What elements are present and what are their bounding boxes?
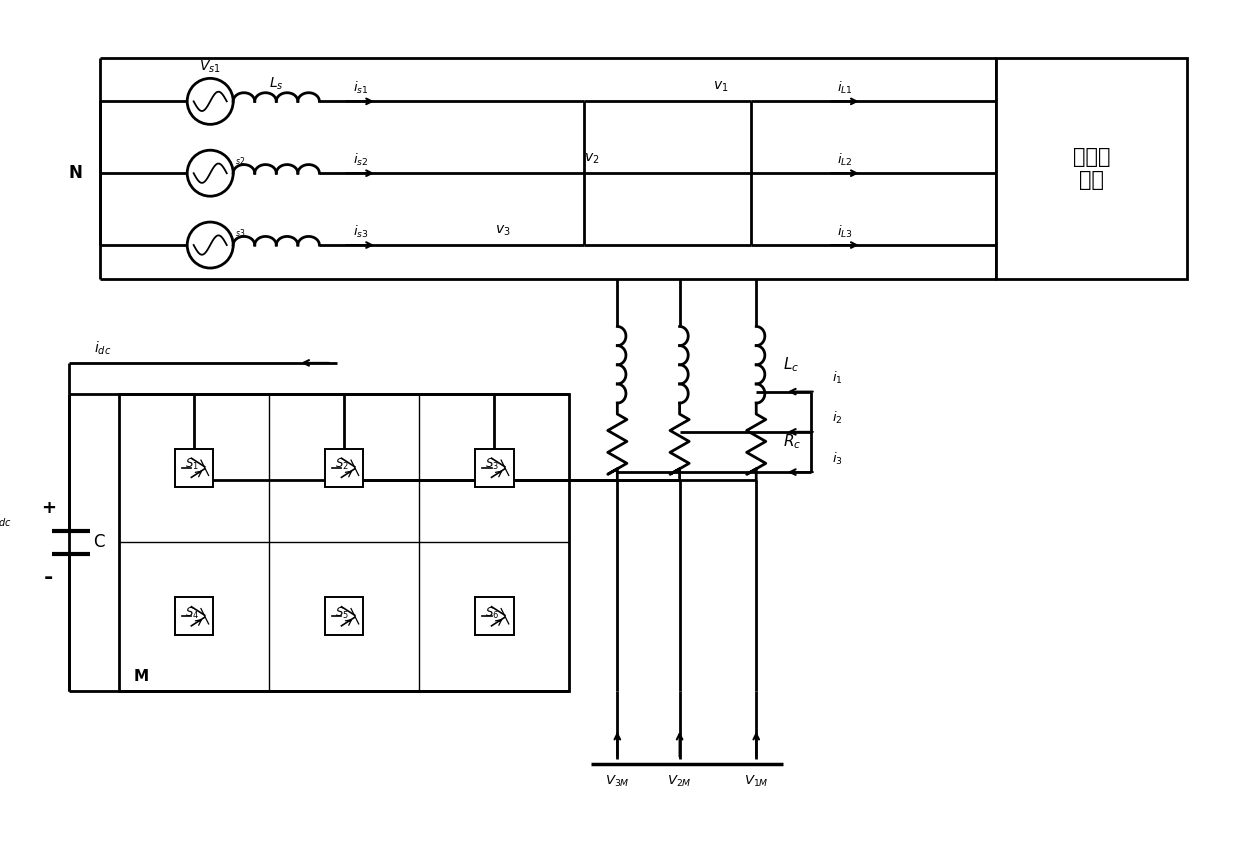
Text: $V_{3M}$: $V_{3M}$: [605, 774, 630, 789]
Bar: [475, 448, 513, 487]
Text: $i_3$: $i_3$: [832, 451, 843, 467]
Text: -: -: [43, 568, 53, 589]
Text: $i_{L1}$: $i_{L1}$: [837, 80, 853, 96]
Text: $L_c$: $L_c$: [782, 356, 800, 375]
Text: $S_4$: $S_4$: [185, 606, 200, 621]
Text: $S_6$: $S_6$: [485, 606, 500, 621]
Text: $S_1$: $S_1$: [185, 458, 200, 472]
Text: $S_3$: $S_3$: [486, 458, 500, 472]
Bar: [325, 448, 363, 487]
Bar: [175, 448, 213, 487]
Text: N: N: [69, 165, 83, 183]
Text: $_{s3}$: $_{s3}$: [236, 227, 246, 240]
Text: M: M: [134, 668, 149, 684]
Circle shape: [187, 222, 233, 268]
Text: $L_s$: $L_s$: [269, 76, 284, 93]
Bar: [996, 58, 1188, 279]
Text: $_{s2}$: $_{s2}$: [236, 155, 246, 168]
Circle shape: [187, 78, 233, 124]
Bar: [475, 597, 513, 635]
Text: $v_2$: $v_2$: [584, 152, 599, 166]
Text: 非线性
负载: 非线性 负载: [1073, 147, 1110, 190]
Text: +: +: [41, 500, 56, 518]
Bar: [119, 393, 569, 691]
Text: $S_5$: $S_5$: [335, 606, 350, 621]
Text: $i_{s1}$: $i_{s1}$: [353, 80, 368, 96]
Text: $v_1$: $v_1$: [713, 80, 729, 94]
Text: $V_{1M}$: $V_{1M}$: [744, 774, 769, 789]
Text: $i_{L2}$: $i_{L2}$: [837, 152, 853, 168]
Text: C: C: [93, 533, 105, 551]
Text: $v_3$: $v_3$: [495, 224, 510, 238]
Text: $i_{dc}$: $i_{dc}$: [94, 340, 112, 357]
Text: $R_c$: $R_c$: [782, 432, 801, 451]
Text: $i_2$: $i_2$: [832, 411, 842, 427]
Text: $i_1$: $i_1$: [832, 370, 843, 387]
Text: $i_{s3}$: $i_{s3}$: [352, 224, 368, 240]
Text: $S_2$: $S_2$: [336, 458, 350, 472]
Text: $i_{L3}$: $i_{L3}$: [837, 224, 853, 240]
Bar: [175, 597, 213, 635]
Bar: [325, 597, 363, 635]
Text: $V_{2M}$: $V_{2M}$: [667, 774, 692, 789]
Circle shape: [187, 150, 233, 196]
Text: $i_{s2}$: $i_{s2}$: [353, 152, 368, 168]
Text: $V_{dc}$: $V_{dc}$: [0, 512, 12, 529]
Text: $V_{s1}$: $V_{s1}$: [200, 58, 221, 75]
